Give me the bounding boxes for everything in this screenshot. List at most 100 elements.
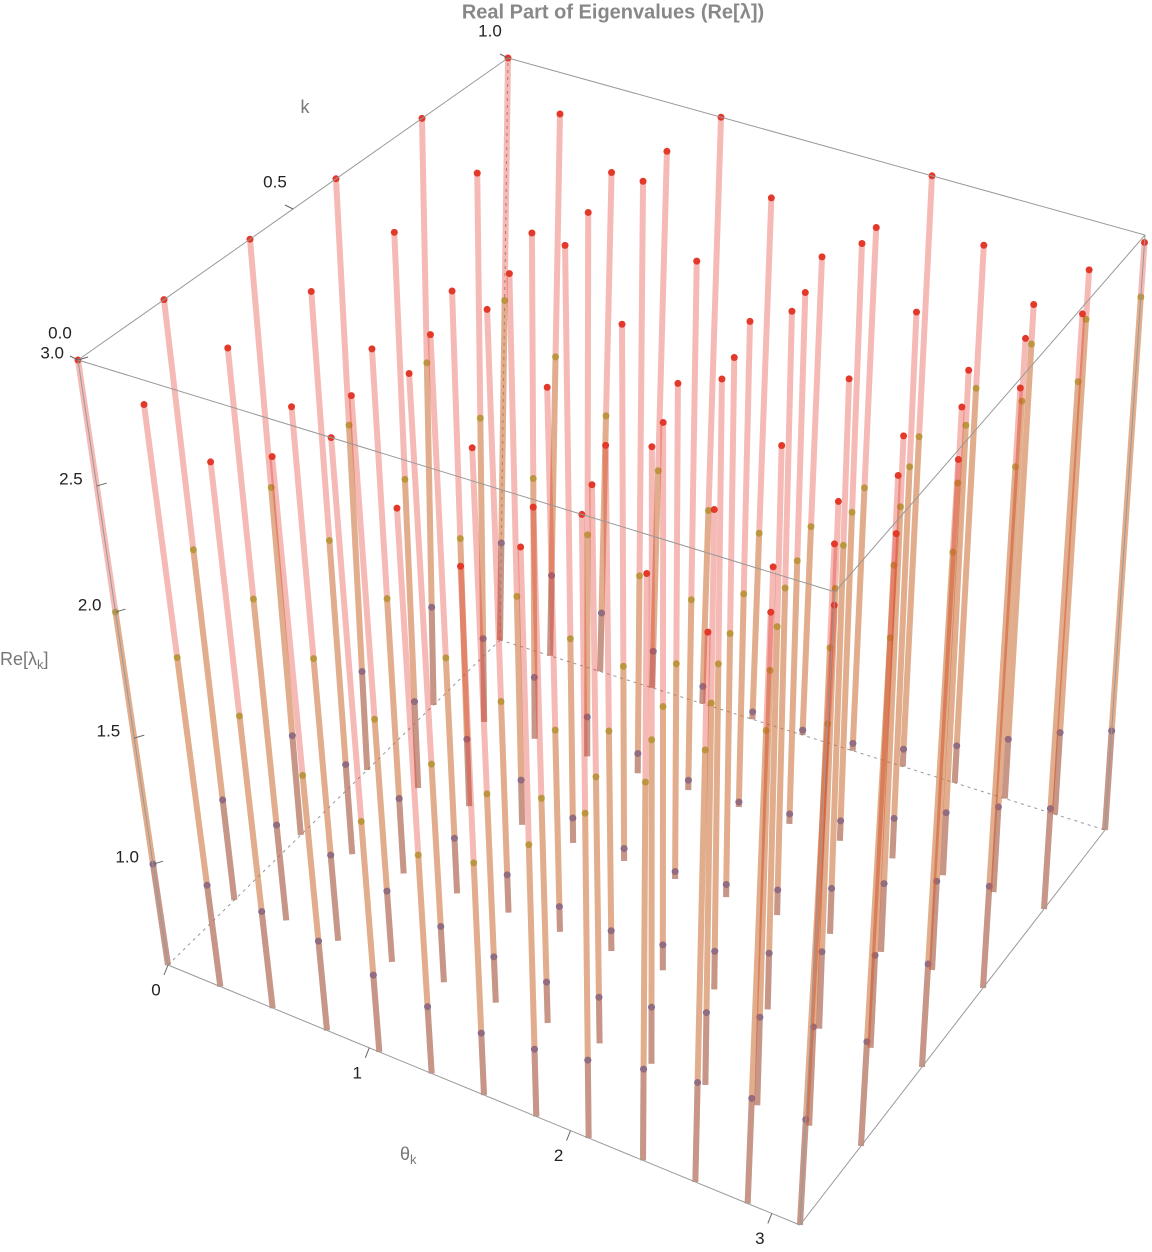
- z-axis-label: Re[λk]: [0, 649, 49, 673]
- x-tick: [164, 965, 168, 975]
- fill-stem: [351, 396, 392, 962]
- fill-stem: [550, 114, 560, 656]
- point: [731, 354, 738, 361]
- box-edge: [508, 58, 1145, 235]
- point: [608, 169, 615, 176]
- point: [873, 224, 880, 231]
- z-label-text: Re[λ: [0, 649, 37, 669]
- point: [224, 345, 231, 352]
- point: [474, 170, 481, 177]
- y-tick-label: 1.0: [478, 21, 502, 40]
- point: [585, 209, 592, 216]
- fill-stem: [292, 407, 339, 941]
- point: [406, 370, 413, 377]
- point: [619, 321, 626, 328]
- point: [528, 230, 535, 237]
- box-edge: [835, 235, 1145, 592]
- fill-stem: [853, 227, 877, 750]
- fill-stem: [714, 379, 722, 989]
- z-tick-label: 1.5: [97, 722, 121, 741]
- fill-stem: [1055, 270, 1089, 814]
- z-label-end: ]: [44, 649, 49, 669]
- point: [391, 229, 398, 236]
- fill-stem: [688, 261, 696, 790]
- x-label-text: θ: [400, 1144, 410, 1164]
- box-edge: [78, 360, 168, 965]
- fill-stem: [1044, 314, 1083, 909]
- point: [900, 432, 907, 439]
- x-tick-label: 1: [353, 1063, 362, 1082]
- fill-stem: [211, 462, 273, 1008]
- chart-title: Real Part of Eigenvalues (Re[λ]): [462, 1, 764, 23]
- x-tick-label: 2: [554, 1146, 563, 1165]
- point: [640, 178, 647, 185]
- fill-stem: [452, 291, 469, 806]
- fill-stem: [993, 338, 1025, 892]
- point: [663, 148, 670, 155]
- point: [746, 318, 753, 325]
- fill-stem: [675, 383, 678, 879]
- z-tick-label: 1.0: [115, 848, 139, 867]
- point: [544, 384, 551, 391]
- point: [802, 289, 809, 296]
- fill-stem: [532, 233, 535, 739]
- point: [1022, 335, 1029, 342]
- point: [858, 240, 865, 247]
- point: [778, 442, 785, 449]
- data-layer: [75, 55, 1149, 1226]
- point: [913, 309, 920, 316]
- z-tick-label: 2.0: [78, 596, 102, 615]
- x-tick: [768, 1213, 772, 1223]
- x-axis-label: θk: [400, 1144, 417, 1168]
- fill-stem: [643, 573, 647, 1160]
- x-label-sub: k: [410, 1152, 417, 1167]
- y-tick-label: 0.0: [48, 323, 72, 342]
- point: [207, 458, 214, 465]
- point: [556, 110, 563, 117]
- x-tick: [567, 1131, 571, 1141]
- fill-stem: [592, 485, 600, 1044]
- point: [835, 498, 842, 505]
- fill-stem: [565, 245, 573, 843]
- point: [1086, 266, 1093, 273]
- point: [980, 242, 987, 249]
- point: [846, 375, 853, 382]
- fill-stem: [587, 212, 588, 756]
- point: [368, 345, 375, 352]
- fill-stem: [228, 348, 287, 920]
- point: [718, 375, 725, 382]
- box-edge: [800, 830, 1105, 1225]
- point: [449, 288, 456, 295]
- fill-stem: [372, 349, 404, 874]
- point: [393, 505, 400, 512]
- y-axis-label: k: [301, 97, 311, 117]
- point: [674, 380, 681, 387]
- point: [308, 288, 315, 295]
- point: [819, 253, 826, 260]
- z-tick-label: 3.0: [40, 343, 64, 362]
- point: [288, 403, 295, 410]
- point: [484, 306, 491, 313]
- fill-stem: [726, 358, 734, 898]
- x-tick-label: 3: [755, 1229, 764, 1247]
- point: [965, 367, 972, 374]
- y-tick: [285, 205, 293, 209]
- point: [788, 308, 795, 315]
- box-edge: [1105, 235, 1145, 830]
- point: [768, 194, 775, 201]
- x-tick: [365, 1048, 369, 1058]
- x-tick-label: 0: [151, 980, 160, 999]
- y-tick-label: 0.5: [263, 172, 287, 191]
- point: [693, 258, 700, 265]
- z-tick-label: 2.5: [59, 470, 83, 489]
- fill-stem: [397, 508, 432, 1073]
- fill-stem: [500, 58, 508, 640]
- point: [562, 242, 569, 249]
- point: [469, 444, 476, 451]
- fill-stem: [250, 239, 301, 835]
- point: [1030, 301, 1037, 308]
- point: [648, 443, 655, 450]
- point: [141, 401, 148, 408]
- point: [711, 506, 718, 513]
